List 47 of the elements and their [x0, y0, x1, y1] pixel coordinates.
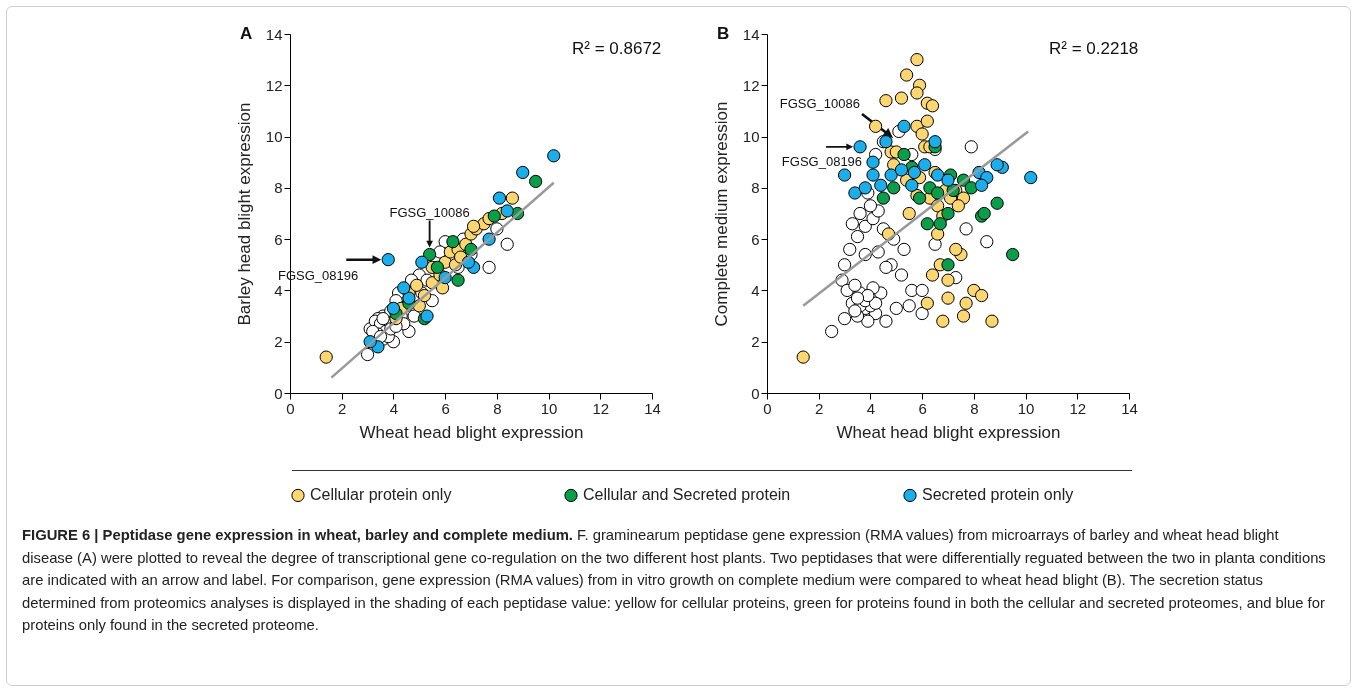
y-tick-label: 8 — [751, 179, 760, 197]
y-tick-label: 0 — [274, 384, 283, 402]
annotation: R² = 0.2218 — [1049, 39, 1139, 58]
y-tick-label: 2 — [274, 333, 283, 351]
y-axis-title: Complete medium expression — [711, 101, 731, 327]
y-tick-label: 4 — [751, 281, 760, 299]
y-tick-label: 4 — [274, 281, 283, 299]
legend-label: Cellular protein only — [310, 486, 452, 504]
y-tick-label: 12 — [742, 76, 760, 94]
x-tick-label: 8 — [493, 399, 502, 417]
x-tick-label: 12 — [1069, 399, 1087, 417]
annotation: FGSG_10086 — [389, 204, 470, 220]
x-tick-label: 4 — [389, 399, 399, 417]
x-tick-label: 6 — [918, 399, 927, 417]
y-tick-label: 10 — [742, 128, 760, 146]
legend-label: Secreted protein only — [922, 486, 1074, 504]
text: B — [717, 24, 730, 43]
legend-label: Cellular and Secreted protein — [583, 486, 791, 504]
x-tick-label: 6 — [441, 399, 450, 417]
y-tick-label: 14 — [742, 25, 760, 43]
y-tick-label: 6 — [274, 230, 283, 248]
x-axis-title: Wheat head blight expression — [359, 422, 584, 442]
x-tick-label: 0 — [763, 399, 772, 417]
y-axis-title: Barley head blight expression — [234, 102, 254, 326]
x-tick-label: 14 — [644, 399, 661, 417]
text: A — [240, 24, 253, 43]
x-tick-label: 12 — [592, 399, 610, 417]
x-tick-label: 2 — [815, 399, 824, 417]
y-tick-label: 6 — [751, 230, 760, 248]
y-tick-label: 2 — [751, 333, 760, 351]
y-tick-label: 8 — [274, 179, 283, 197]
x-tick-label: 10 — [1017, 399, 1035, 417]
y-tick-label: 10 — [265, 128, 283, 146]
annotation: FGSG_08196 — [781, 153, 863, 169]
x-tick-label: 2 — [338, 399, 347, 417]
x-tick-label: 8 — [970, 399, 979, 417]
caption: FIGURE 6 | Peptidase gene expression in wheat, barley and complete medium. F. graminearum peptidase gene expression (RMA values) from microarrays of barley and wheat head blight disease (A) were plotted to reveal the degree of transcriptional gene co-regulation on the two different host plants. Two peptidases that were differentially reguated between the two in planta conditions are indicated with an arrow and label. For comparison, gene expression (RMA values) from in vitro growth on complete medium were compared to wheat head blight (B). The secretion status determined from proteomics analyses is displayed in the shading of each peptidase value: yellow for cellular proteins, green for proteins found in both the cellular and secreted proteomes, and blue for proteins only found in the secreted proteome. — [22, 526, 1327, 635]
x-axis-title: Wheat head blight expression — [836, 422, 1061, 442]
annotation: R² = 0.8672 — [572, 39, 662, 58]
x-tick-label: 4 — [866, 399, 876, 417]
x-tick-label: 14 — [1121, 399, 1138, 417]
x-tick-label: 0 — [286, 399, 295, 417]
x-tick-label: 10 — [540, 399, 558, 417]
y-tick-label: 14 — [265, 25, 283, 43]
y-tick-label: 0 — [751, 384, 760, 402]
y-tick-label: 12 — [265, 76, 283, 94]
annotation: FGSG_10086 — [779, 96, 860, 111]
